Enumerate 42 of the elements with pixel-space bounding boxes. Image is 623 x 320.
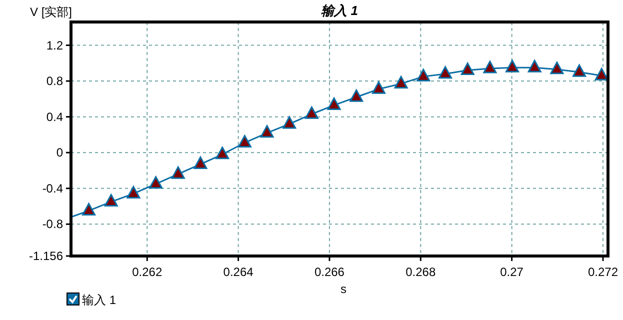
- chart-title: 输入 1: [321, 3, 358, 18]
- point: [394, 76, 408, 88]
- point: [104, 194, 118, 207]
- y-tick-label: 0.8: [46, 74, 64, 88]
- point: [594, 68, 608, 80]
- x-tick-label: 0.27: [500, 265, 524, 279]
- y-tick-label: -1.156: [28, 249, 64, 263]
- x-tick-label: 0.262: [132, 265, 162, 279]
- point: [194, 156, 208, 169]
- legend: 输入 1: [66, 292, 116, 307]
- point: [126, 186, 140, 198]
- point: [506, 60, 520, 72]
- point: [82, 202, 96, 216]
- x-tick-label: 0.272: [588, 265, 618, 279]
- y-tick-label: 1.2: [46, 38, 64, 52]
- y-axis-title: V [实部]: [30, 5, 72, 19]
- point: [460, 62, 474, 76]
- y-tick-label: -0.8: [42, 217, 64, 232]
- x-tick-label: 0.266: [314, 265, 345, 279]
- point: [304, 106, 318, 119]
- point: [149, 176, 163, 189]
- y-tick-label: 0.4: [46, 110, 64, 124]
- x-axis-title: s: [340, 282, 346, 296]
- point: [260, 125, 274, 138]
- point: [483, 60, 497, 74]
- point: [372, 81, 386, 94]
- x-tick-label: 0.268: [406, 265, 436, 279]
- point: [528, 60, 542, 72]
- point: [572, 64, 586, 77]
- point: [350, 89, 364, 102]
- point: [216, 146, 230, 160]
- y-tick-label: -0.4: [42, 181, 64, 196]
- point: [171, 166, 185, 179]
- point: [327, 97, 341, 110]
- point: [550, 62, 564, 74]
- point: [416, 68, 430, 82]
- legend-label: 输入 1: [82, 293, 116, 307]
- point: [282, 116, 296, 129]
- point: [238, 135, 252, 148]
- y-tick-label: 0: [56, 146, 64, 160]
- x-tick-label: 0.264: [223, 265, 254, 279]
- point: [438, 66, 452, 79]
